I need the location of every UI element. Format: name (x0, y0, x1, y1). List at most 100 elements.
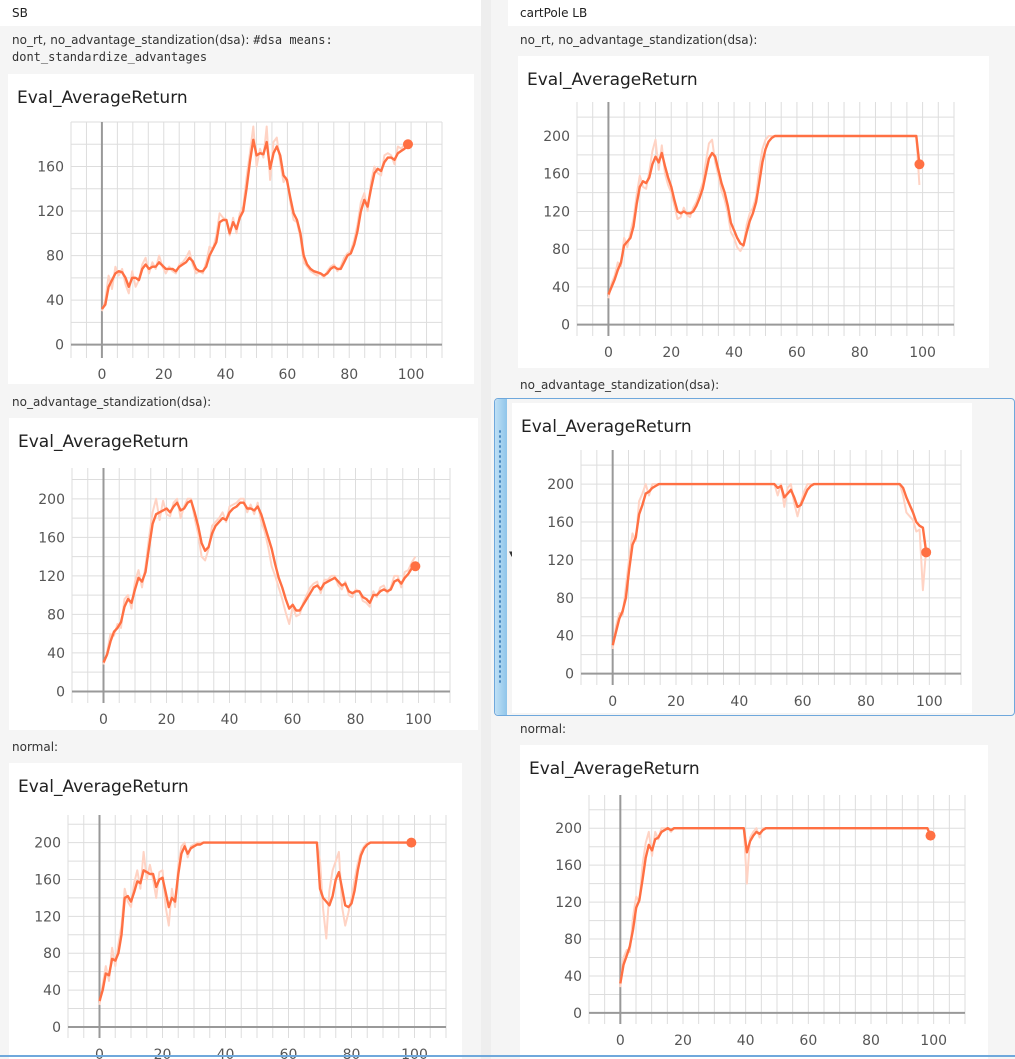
x-tick-label: 0 (604, 345, 613, 361)
x-tick-label: 80 (347, 712, 365, 728)
last-value-point (402, 139, 413, 150)
smoothed-series-line (98, 841, 412, 1002)
y-tick-label: 0 (573, 1006, 582, 1022)
y-tick-label: 120 (38, 569, 65, 585)
chart-card-lb-no-rt[interactable]: Eval_AverageReturn 0 20 40 60 80 100 0 40 80 120 1… (518, 56, 989, 368)
section-label-sb-no-rt: no_rt, no_advantage_standization(dsa): #… (0, 26, 481, 72)
x-tick-label: 60 (794, 694, 812, 710)
y-tick-label: 80 (552, 242, 570, 258)
y-tick-label: 80 (46, 249, 64, 265)
x-tick-label: 0 (99, 712, 108, 728)
x-tick-label: 20 (667, 694, 685, 710)
y-tick-label: 0 (561, 318, 570, 334)
caret-down-icon[interactable]: ▼ (509, 550, 514, 558)
y-tick-label: 160 (547, 515, 574, 531)
column-divider (481, 0, 491, 1059)
drag-handle[interactable] (495, 399, 507, 715)
chart-card-sb-no-rt[interactable]: Eval_AverageReturn 0 20 40 60 80 100 0 40 80 120 1… (8, 74, 474, 384)
section-label-lb-no-rt: no_rt, no_advantage_standization(dsa): (508, 26, 1015, 54)
sb-column-header: SB (0, 0, 481, 26)
x-tick-label: 60 (788, 345, 806, 361)
y-tick-label: 200 (543, 129, 570, 145)
x-tick-label: 100 (920, 1033, 947, 1049)
drag-handle-grip-icon (498, 429, 502, 685)
y-tick-label: 160 (38, 530, 65, 546)
y-tick-label: 0 (565, 667, 574, 683)
last-value-point (410, 561, 421, 572)
x-tick-label: 40 (730, 694, 748, 710)
x-tick-label: 0 (616, 1033, 625, 1049)
y-tick-label: 160 (34, 873, 61, 889)
y-tick-label: 200 (38, 492, 65, 508)
y-tick-label: 80 (564, 932, 582, 948)
last-value-point (406, 837, 417, 848)
chart-card-lb-dsa[interactable]: Eval_AverageReturn 0 20 40 60 80 100 0 40 80 120 1… (512, 403, 972, 713)
section-label-lb-dsa: no_advantage_standization(dsa): (508, 371, 1015, 399)
x-tick-label: 100 (909, 345, 936, 361)
x-tick-label: 80 (851, 345, 869, 361)
section-label-text: no_rt, no_advantage_standization(dsa): (12, 33, 254, 47)
chart-title: Eval_AverageReturn (18, 432, 189, 452)
last-value-point (921, 547, 932, 558)
y-tick-label: 120 (555, 895, 582, 911)
x-tick-label: 80 (857, 694, 875, 710)
x-tick-label: 100 (405, 712, 432, 728)
smoothed-series-line (607, 134, 921, 295)
x-tick-label: 20 (662, 345, 680, 361)
x-tick-label: 100 (916, 694, 943, 710)
y-tick-label: 40 (43, 983, 61, 999)
x-tick-label: 60 (280, 1047, 298, 1059)
x-tick-label: 60 (284, 712, 302, 728)
section-note: #dsa means: dont_standardize_advantages (12, 33, 333, 64)
smoothed-series-line (619, 826, 932, 984)
y-tick-label: 0 (56, 684, 65, 700)
chart-card-sb-dsa[interactable]: Eval_AverageReturn 0 20 40 60 80 100 0 40 80 120 1… (9, 418, 478, 730)
y-tick-label: 160 (543, 167, 570, 183)
x-tick-label: 100 (401, 1047, 428, 1059)
chart-plot: 0 20 40 60 80 100 0 40 80 120 160 200 (543, 102, 955, 361)
chart-title: Eval_AverageReturn (529, 759, 700, 779)
chart-plot: 0 20 40 60 80 100 0 40 80 120 160 200 (34, 815, 447, 1059)
last-value-point (914, 159, 925, 170)
chart-plot: 0 20 40 60 80 100 0 40 80 120 160 200 (38, 468, 451, 728)
chart-title: Eval_AverageReturn (521, 417, 692, 437)
x-tick-label: 80 (862, 1033, 880, 1049)
section-label-sb-normal: normal: (0, 733, 481, 761)
x-tick-label: 20 (158, 712, 176, 728)
x-tick-label: 40 (221, 712, 239, 728)
y-tick-label: 160 (37, 160, 64, 176)
y-tick-label: 120 (34, 909, 61, 925)
chart-grid (580, 450, 962, 685)
chart-title: Eval_AverageReturn (17, 88, 188, 108)
x-tick-label: 80 (340, 367, 358, 383)
x-tick-label: 100 (398, 367, 425, 383)
lb-column-header: cartPole LB (508, 0, 1015, 26)
raw-series-line (619, 827, 932, 988)
x-tick-label: 40 (217, 367, 235, 383)
y-tick-label: 200 (555, 821, 582, 837)
x-tick-label: 20 (155, 367, 173, 383)
y-tick-label: 160 (555, 858, 582, 874)
x-tick-label: 60 (799, 1033, 817, 1049)
chart-grid (67, 815, 447, 1038)
y-tick-label: 40 (552, 280, 570, 296)
section-label-sb-dsa: no_advantage_standization(dsa): (0, 388, 481, 416)
chart-plot: 0 20 40 60 80 100 0 40 80 120 160 200 (547, 450, 962, 710)
y-tick-label: 120 (37, 204, 64, 220)
y-tick-label: 80 (43, 946, 61, 962)
chart-card-lb-normal[interactable]: Eval_AverageReturn 0 20 40 60 80 100 0 40 80 120 1… (520, 745, 988, 1059)
chart-grid (70, 121, 443, 358)
x-tick-label: 0 (97, 367, 106, 383)
y-tick-label: 120 (547, 553, 574, 569)
x-tick-label: 40 (217, 1047, 235, 1059)
chart-card-sb-normal[interactable]: Eval_AverageReturn 0 20 40 60 80 100 0 40 80 120 1… (9, 763, 462, 1059)
smoothed-series-line (100, 138, 409, 310)
smoothed-series-line (102, 499, 416, 663)
y-tick-label: 40 (47, 646, 65, 662)
x-tick-label: 0 (95, 1047, 104, 1059)
y-tick-label: 200 (34, 836, 61, 852)
chart-plot: 0 20 40 60 80 100 0 40 80 120 160 200 (555, 795, 966, 1049)
y-tick-label: 0 (55, 338, 64, 354)
bottom-selection-line (0, 1055, 1015, 1057)
x-tick-label: 0 (608, 694, 617, 710)
